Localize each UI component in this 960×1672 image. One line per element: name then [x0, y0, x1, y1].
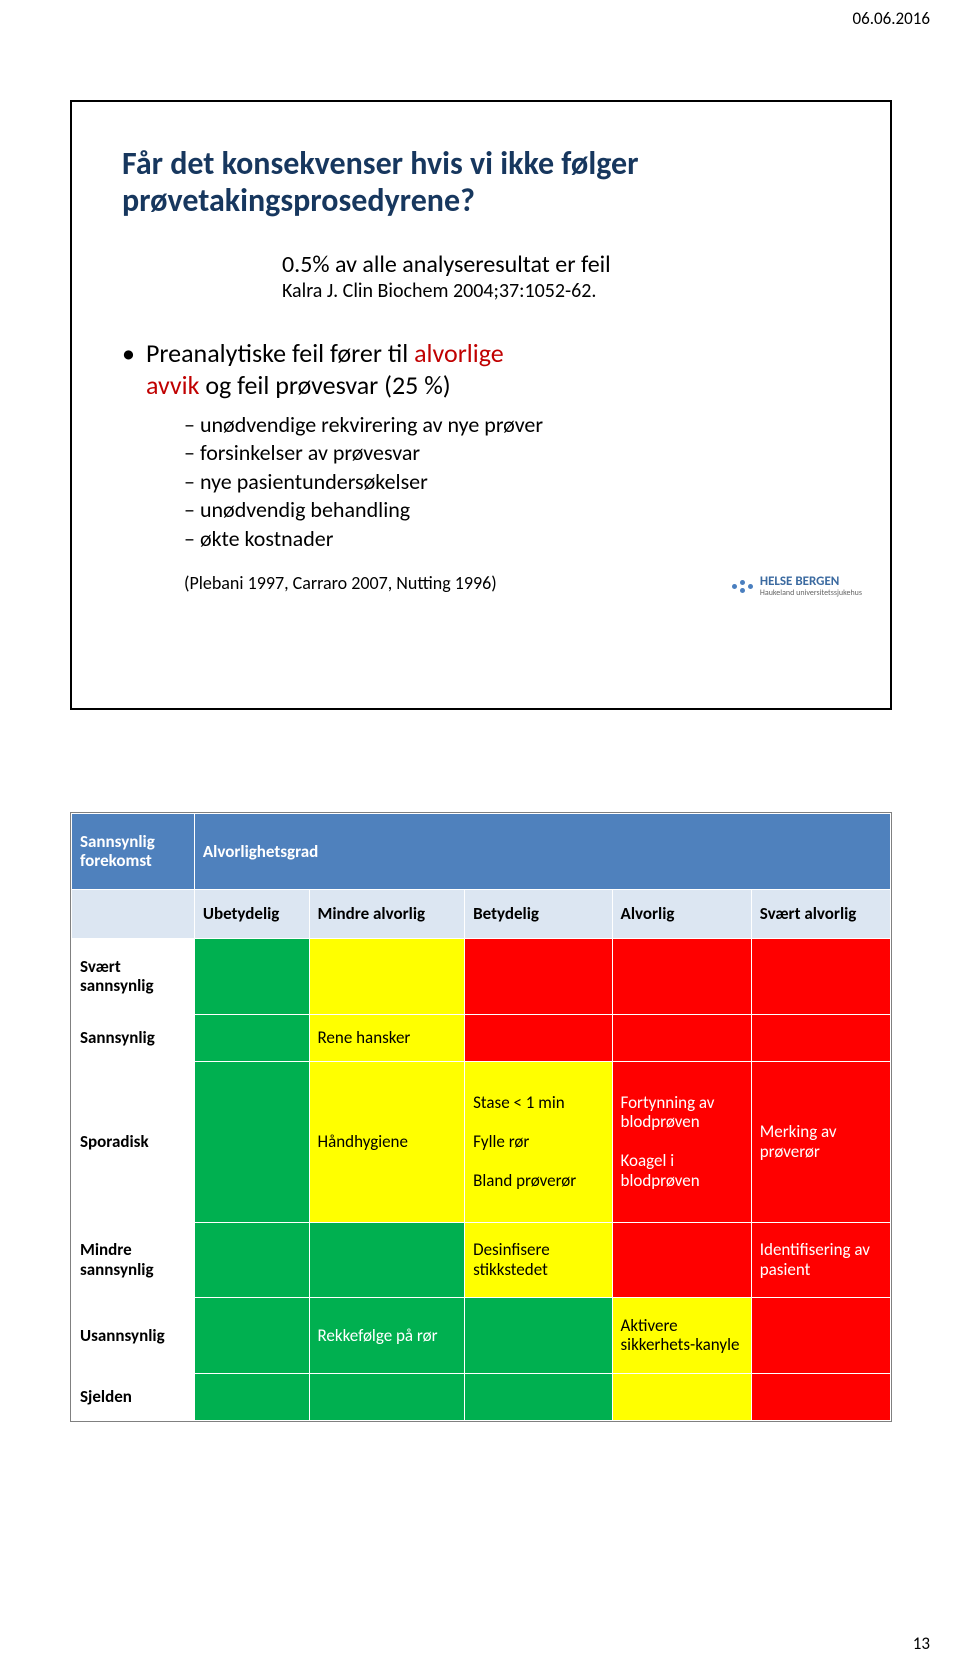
col-ubetydelig: Ubetydelig [194, 889, 309, 938]
row-label: Sjelden [72, 1373, 195, 1420]
bullet-line2-pre: avvik [146, 369, 199, 401]
risk-cell: Merking av prøverør [751, 1061, 890, 1222]
subitem: unødvendig behandling [184, 496, 840, 525]
risk-cell [465, 938, 612, 1014]
row-label: Mindresannsynlig [72, 1222, 195, 1298]
risk-cell [194, 1014, 309, 1061]
row-label: Sannsynlig [72, 1014, 195, 1061]
col-betydelig: Betydelig [465, 889, 612, 938]
table-row: Mindresannsynlig Desinfisere stikkstedet I… [72, 1222, 891, 1298]
table-header-row: Sannsynlig forekomst Alvorlighetsgrad [72, 814, 891, 890]
slide-1: Får det konsekvenser hvis vi ikke følger… [70, 100, 892, 710]
row-label: Sporadisk [72, 1061, 195, 1222]
risk-cell [194, 1373, 309, 1420]
logo-text: HELSE BERGEN [760, 575, 862, 588]
subitem: unødvendige rekvirering av nye prøver [184, 411, 840, 440]
slide1-bullet: • Preanalytiske feil fører til alvorlige… [122, 337, 840, 401]
risk-cell [612, 1014, 751, 1061]
risk-cell [309, 1222, 465, 1298]
risk-cell: Stase < 1 min Fylle rør Bland prøverør [465, 1061, 612, 1222]
risk-cell: Aktivere sikkerhets-kanyle [612, 1298, 751, 1374]
subitem: økte kostnader [184, 525, 840, 554]
slide1-subtitle-main: 0.5% av alle analyseresultat er feil [282, 250, 840, 279]
risk-cell: Identifisering av pasient [751, 1222, 890, 1298]
slide1-subtitle-cite: Kalra J. Clin Biochem 2004;37:1052-62. [282, 279, 840, 303]
col-alvorlig: Alvorlig [612, 889, 751, 938]
col-svaert-alvorlig: Svært alvorlig [751, 889, 890, 938]
bullet-pre: Preanalytiske feil fører til [146, 337, 414, 369]
risk-cell: Håndhygiene [309, 1061, 465, 1222]
table-row: Usannsynlig Rekkefølge på rør Aktivere sik… [72, 1298, 891, 1374]
risk-cell [751, 1014, 890, 1061]
risk-cell: Desinfisere stikkstedet [465, 1222, 612, 1298]
risk-cell [194, 1298, 309, 1374]
page-date: 06.06.2016 [852, 8, 930, 29]
risk-cell [194, 1061, 309, 1222]
slide1-title-line2: prøvetakingsprosedyrene? [122, 183, 840, 220]
risk-cell [465, 1373, 612, 1420]
col-mindre-alvorlig: Mindre alvorlig [309, 889, 465, 938]
subitem: nye pasientundersøkelser [184, 468, 840, 497]
logo-dots-icon [732, 576, 754, 598]
helse-bergen-logo: HELSE BERGEN Haukeland universitetssjuke… [732, 575, 862, 598]
risk-cell [194, 938, 309, 1014]
risk-cell [465, 1298, 612, 1374]
risk-cell [612, 938, 751, 1014]
risk-cell [309, 1373, 465, 1420]
header-forekomst: Sannsynlig forekomst [72, 814, 195, 890]
risk-cell: Rekkefølge på rør [309, 1298, 465, 1374]
risk-cell [194, 1222, 309, 1298]
logo-subtext: Haukeland universitetssjukehus [760, 588, 862, 598]
table-subheader-row: Ubetydelig Mindre alvorlig Betydelig Alv… [72, 889, 891, 938]
page-number: 13 [913, 1633, 930, 1654]
slide1-sublist: unødvendige rekvirering av nye prøver fo… [184, 411, 840, 554]
risk-matrix-table: Sannsynlig forekomst Alvorlighetsgrad Ub… [71, 813, 891, 1421]
risk-cell [751, 1298, 890, 1374]
row-label: Usannsynlig [72, 1298, 195, 1374]
table-row: Sannsynlig Rene hansker [72, 1014, 891, 1061]
risk-cell [612, 1222, 751, 1298]
table-row: Sporadisk HåndhygieneStase < 1 min Fylle … [72, 1061, 891, 1222]
risk-cell [612, 1373, 751, 1420]
table-row: Sværtsannsynlig [72, 938, 891, 1014]
slide1-title-line1: Får det konsekvenser hvis vi ikke følger [122, 146, 840, 183]
subheader-blank [72, 889, 195, 938]
slide1-subtitle: 0.5% av alle analyseresultat er feil Kal… [282, 250, 840, 303]
subitem: forsinkelser av prøvesvar [184, 439, 840, 468]
bullet-line2-rest: og feil prøvesvar (25 %) [199, 369, 450, 401]
table-row: Sjelden [72, 1373, 891, 1420]
risk-cell [751, 938, 890, 1014]
risk-cell: Rene hansker [309, 1014, 465, 1061]
risk-cell [465, 1014, 612, 1061]
risk-cell [751, 1373, 890, 1420]
header-alvorlighetsgrad: Alvorlighetsgrad [194, 814, 890, 890]
row-label: Sværtsannsynlig [72, 938, 195, 1014]
slide-2: Sannsynlig forekomst Alvorlighetsgrad Ub… [70, 812, 892, 1422]
bullet-accent: alvorlige [414, 337, 504, 369]
risk-cell [309, 938, 465, 1014]
risk-cell: Fortynning av blodprøven Koagel i blodpr… [612, 1061, 751, 1222]
